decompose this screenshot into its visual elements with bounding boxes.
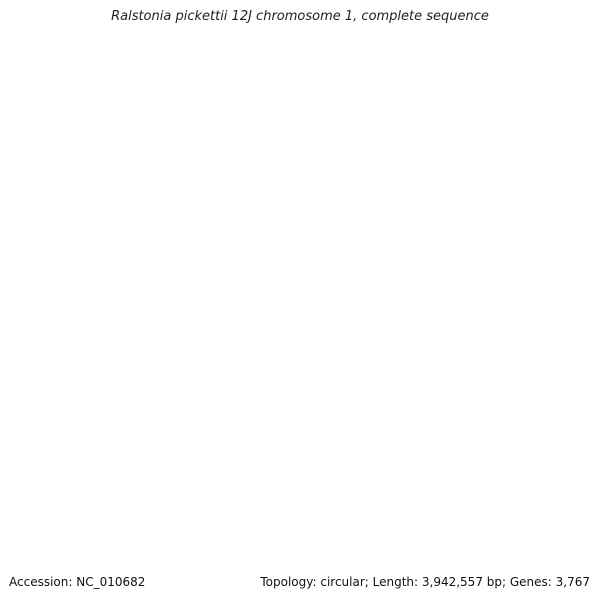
label-layer: 1605 kbp1606 kbp1607 kbp1608 kbp1609 kbp…: [570, 0, 600, 339]
sequence-stats: Topology: circular; Length: 3,942,557 bp…: [260, 575, 590, 589]
sequence-backbone: [256, 0, 600, 532]
tick-layer: [246, 0, 600, 552]
feature-layer: [338, 0, 600, 439]
backbone-layer: [256, 0, 600, 532]
map-title: Ralstonia pickettii 12J chromosome 1, co…: [111, 9, 489, 24]
accession-text: Accession: NC_010682: [9, 575, 146, 589]
sequence-backbone-highlight: [257, 0, 600, 530]
